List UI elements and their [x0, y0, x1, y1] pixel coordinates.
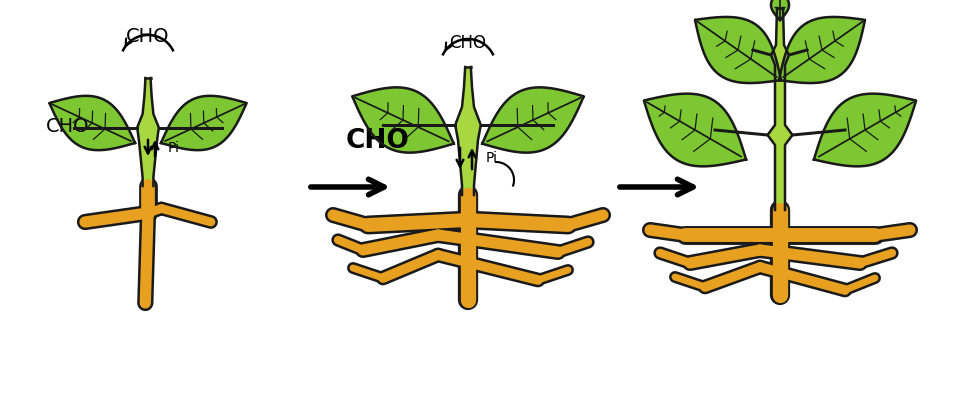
Text: CHO: CHO — [127, 26, 170, 45]
Polygon shape — [455, 68, 481, 196]
Polygon shape — [352, 88, 454, 153]
Text: CHO: CHO — [449, 34, 487, 52]
Polygon shape — [482, 88, 584, 153]
Text: Pi: Pi — [168, 141, 180, 155]
Polygon shape — [161, 97, 247, 151]
Polygon shape — [49, 97, 135, 151]
Text: Pi: Pi — [486, 151, 498, 164]
Polygon shape — [695, 18, 781, 84]
Polygon shape — [767, 9, 793, 211]
Text: CHO: CHO — [346, 128, 410, 153]
Polygon shape — [814, 94, 916, 167]
Polygon shape — [137, 79, 158, 187]
Text: CHO: CHO — [46, 116, 89, 135]
Polygon shape — [771, 0, 789, 21]
Polygon shape — [644, 94, 746, 167]
Polygon shape — [779, 18, 865, 84]
